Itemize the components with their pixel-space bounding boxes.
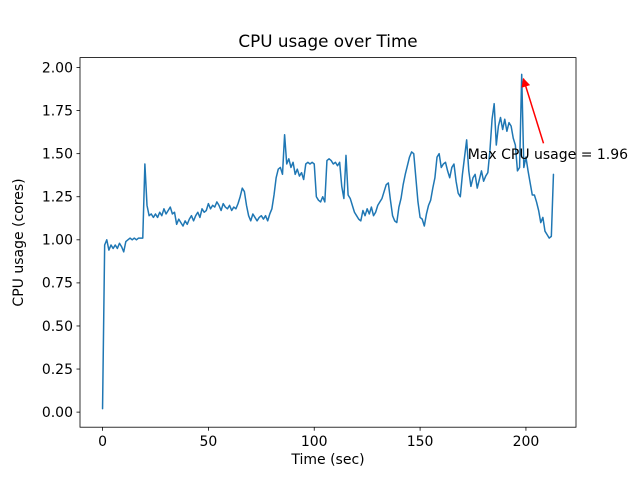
y-tick-label: 1.50 [42,146,73,162]
x-tick-label: 50 [199,434,217,450]
y-tick-label: 0.25 [42,362,73,378]
y-tick-label: 1.75 [42,103,73,119]
annotation-arrow [521,77,545,144]
y-tick-label: 0.00 [42,405,73,421]
annotation-layer [521,77,545,144]
plot-border [79,57,577,428]
y-tick-label: 1.00 [42,233,73,249]
chart-title: CPU usage over Time [238,31,417,51]
y-tick-label: 2.00 [42,60,73,76]
y-tick-label: 0.75 [42,276,73,292]
series-layer [101,73,555,410]
y-tick-label: 0.50 [42,319,73,335]
x-tick-label: 0 [98,434,107,450]
y-axis-label: CPU usage (cores) [11,178,27,306]
x-tick-label: 200 [513,434,540,450]
y-tick-label: 1.25 [42,190,73,206]
x-tick-label: 150 [407,434,434,450]
axes-layer: 0 50 100 150 200 0.00 0.25 0.50 0.75 1.00 1.25 1.50… [42,57,577,450]
x-tick-label: 100 [301,434,328,450]
max-cpu-annotation-text: Max CPU usage = 1.96 [468,147,628,163]
cpu-usage-line [101,73,555,410]
x-axis-label: Time (sec) [290,452,364,468]
